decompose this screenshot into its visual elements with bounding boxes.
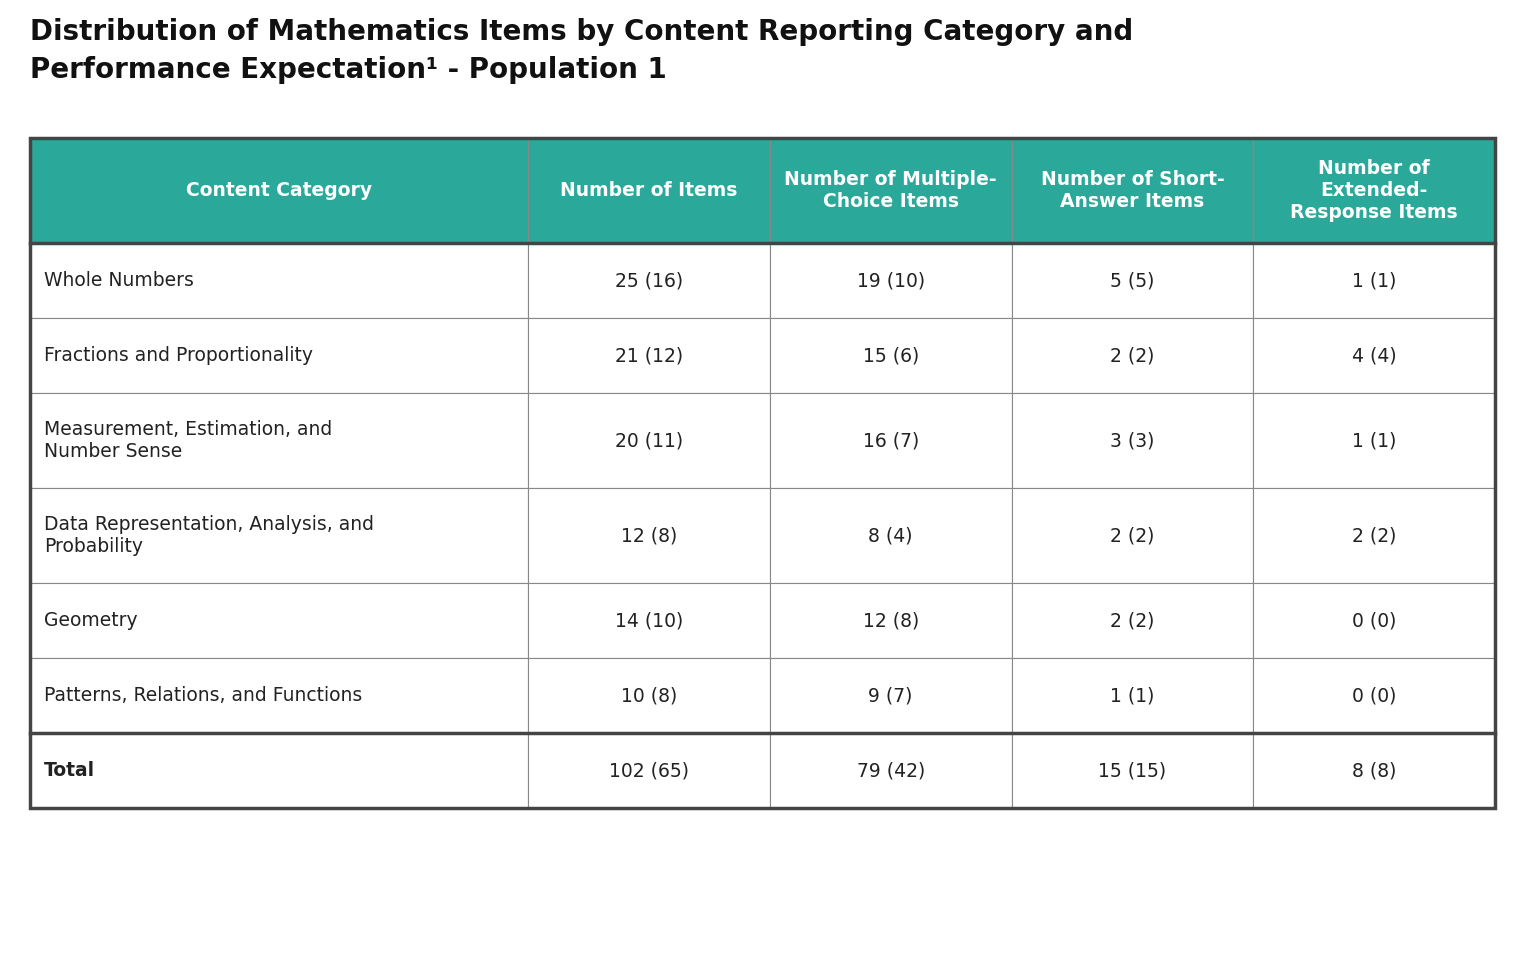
Text: Content Category: Content Category (186, 181, 372, 200)
Bar (528, 138, 770, 243)
Bar (1254, 733, 1494, 808)
Text: 8 (4): 8 (4) (868, 526, 913, 545)
Bar (1254, 583, 1494, 658)
Bar (1011, 583, 1254, 658)
Bar (1011, 488, 1254, 583)
Text: 12 (8): 12 (8) (621, 526, 677, 545)
Text: 14 (10): 14 (10) (615, 611, 683, 630)
Text: Total: Total (44, 761, 95, 780)
Text: 2 (2): 2 (2) (1353, 526, 1397, 545)
Text: 8 (8): 8 (8) (1353, 761, 1397, 780)
Text: Number of
Extended-
Response Items: Number of Extended- Response Items (1290, 159, 1458, 222)
Bar (528, 733, 770, 808)
Bar (30, 243, 528, 318)
Bar (770, 733, 1011, 808)
Text: Fractions and Proportionality: Fractions and Proportionality (44, 346, 313, 365)
Bar (1254, 318, 1494, 393)
Bar (1254, 658, 1494, 733)
Text: 10 (8): 10 (8) (621, 686, 677, 705)
Bar (528, 488, 770, 583)
Bar (1254, 243, 1494, 318)
Bar (1011, 733, 1254, 808)
Text: Whole Numbers: Whole Numbers (44, 271, 194, 290)
Text: 0 (0): 0 (0) (1353, 686, 1397, 705)
Text: 9 (7): 9 (7) (869, 686, 913, 705)
Bar (1011, 138, 1254, 243)
Text: 25 (16): 25 (16) (615, 271, 683, 290)
Text: Performance Expectation¹ - Population 1: Performance Expectation¹ - Population 1 (30, 56, 666, 84)
Bar (770, 658, 1011, 733)
Text: 15 (6): 15 (6) (863, 346, 918, 365)
Bar (1011, 318, 1254, 393)
Text: 20 (11): 20 (11) (615, 431, 683, 450)
Bar (770, 138, 1011, 243)
Text: 102 (65): 102 (65) (608, 761, 689, 780)
Text: 15 (15): 15 (15) (1098, 761, 1167, 780)
Text: Data Representation, Analysis, and
Probability: Data Representation, Analysis, and Proba… (44, 515, 374, 556)
Bar (30, 733, 528, 808)
Text: 21 (12): 21 (12) (615, 346, 683, 365)
Bar (30, 658, 528, 733)
Text: 5 (5): 5 (5) (1110, 271, 1154, 290)
Text: 2 (2): 2 (2) (1110, 611, 1154, 630)
Text: Number of Items: Number of Items (560, 181, 738, 200)
Bar (1254, 488, 1494, 583)
Bar (30, 393, 528, 488)
Bar (1011, 658, 1254, 733)
Bar (1254, 138, 1494, 243)
Bar (528, 583, 770, 658)
Text: 16 (7): 16 (7) (863, 431, 918, 450)
Bar (770, 583, 1011, 658)
Bar (30, 488, 528, 583)
Text: 2 (2): 2 (2) (1110, 526, 1154, 545)
Bar (528, 243, 770, 318)
Text: 12 (8): 12 (8) (863, 611, 918, 630)
Text: Geometry: Geometry (44, 611, 137, 630)
Text: Measurement, Estimation, and
Number Sense: Measurement, Estimation, and Number Sens… (44, 420, 332, 461)
Bar (30, 318, 528, 393)
Text: 3 (3): 3 (3) (1110, 431, 1154, 450)
Bar (770, 393, 1011, 488)
Bar (1011, 243, 1254, 318)
Text: 4 (4): 4 (4) (1351, 346, 1397, 365)
Text: Distribution of Mathematics Items by Content Reporting Category and: Distribution of Mathematics Items by Con… (30, 18, 1133, 46)
Text: 1 (1): 1 (1) (1110, 686, 1154, 705)
Text: 2 (2): 2 (2) (1110, 346, 1154, 365)
Bar (1254, 393, 1494, 488)
Text: Number of Multiple-
Choice Items: Number of Multiple- Choice Items (784, 170, 997, 211)
Bar (30, 138, 1494, 808)
Text: 79 (42): 79 (42) (857, 761, 924, 780)
Bar (1011, 393, 1254, 488)
Text: 1 (1): 1 (1) (1353, 431, 1397, 450)
Bar (30, 583, 528, 658)
Text: Number of Short-
Answer Items: Number of Short- Answer Items (1040, 170, 1225, 211)
Bar (770, 318, 1011, 393)
Bar (770, 243, 1011, 318)
Text: Patterns, Relations, and Functions: Patterns, Relations, and Functions (44, 686, 363, 705)
Text: 0 (0): 0 (0) (1353, 611, 1397, 630)
Bar (528, 658, 770, 733)
Bar (528, 318, 770, 393)
Bar (30, 138, 528, 243)
Text: 1 (1): 1 (1) (1353, 271, 1397, 290)
Bar (528, 393, 770, 488)
Text: 19 (10): 19 (10) (857, 271, 924, 290)
Bar (770, 488, 1011, 583)
